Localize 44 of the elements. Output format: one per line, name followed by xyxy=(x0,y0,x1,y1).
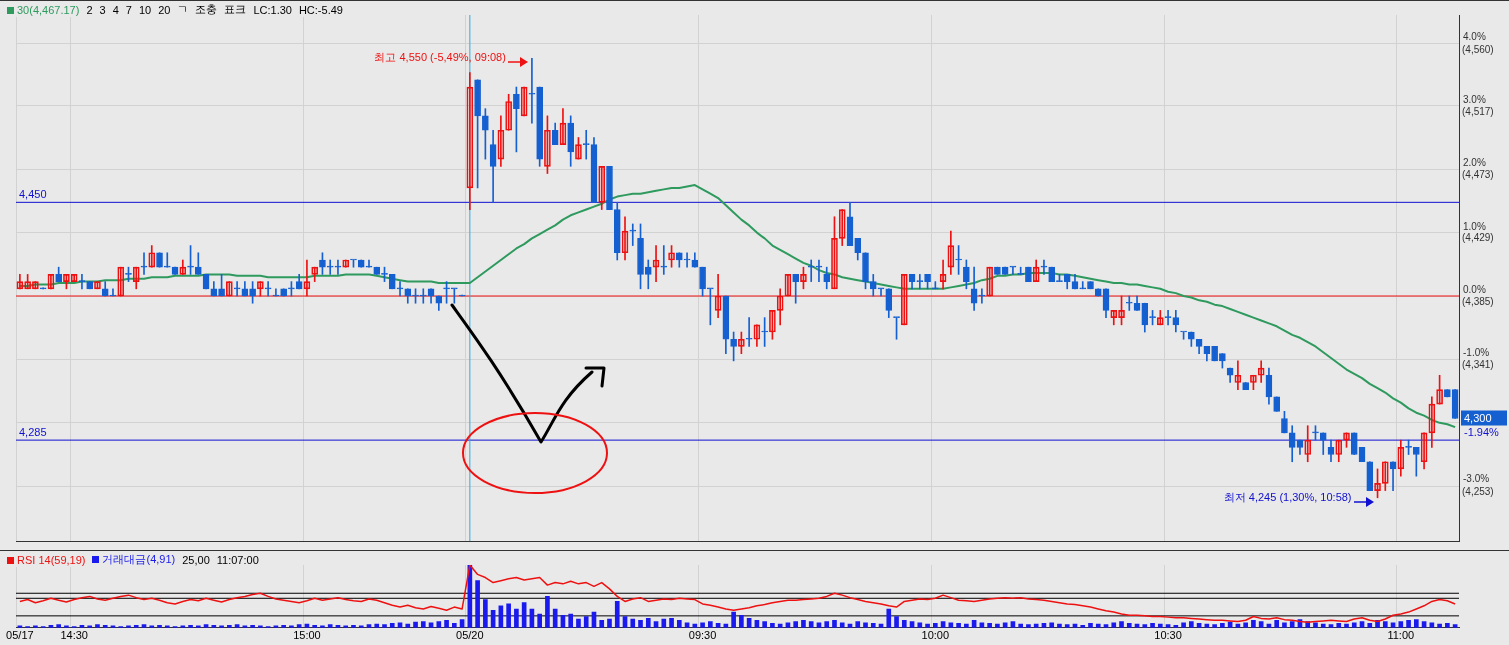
x-tick-label: 10:00 xyxy=(921,629,950,642)
text: -1.94% xyxy=(1464,425,1500,438)
y2-tick-label: 4.0% xyxy=(1463,31,1486,43)
y-tick-label: (4,560) xyxy=(1462,43,1494,55)
y-tick-label: (4,517) xyxy=(1462,105,1494,117)
annotation: 10 xyxy=(138,3,152,16)
legend-label: 30(4,467.17) xyxy=(17,3,80,16)
annotation: 2 xyxy=(86,3,93,16)
text: 4,300 xyxy=(1464,411,1492,424)
annotation: 최고 4,550 (-5,49%, 09:08) xyxy=(374,51,506,64)
annotation: 7 xyxy=(125,3,132,16)
ref-line-label: 4,450 xyxy=(19,187,47,200)
annotation: 조충 xyxy=(195,2,218,17)
ref-line-label: 4,285 xyxy=(19,425,47,438)
x-tick-label: 09:30 xyxy=(688,629,717,642)
y2-tick-label: 1.0% xyxy=(1463,220,1486,232)
x-tick-label: 05/17 xyxy=(6,629,34,642)
legend-label: 거래대금(4,91) xyxy=(102,553,176,565)
y2-tick-label: 3.0% xyxy=(1463,94,1486,106)
annotation: 4 xyxy=(112,3,119,16)
annotation: LC:1.30 xyxy=(253,3,292,16)
annotation: 11:07:00 xyxy=(216,553,259,566)
x-tick-label: 05/20 xyxy=(456,629,484,642)
annotation: 3 xyxy=(99,3,106,16)
annotation: ㄱ xyxy=(177,2,189,17)
x-tick-label: 10:30 xyxy=(1154,629,1182,642)
x-tick-label: 11:00 xyxy=(1387,629,1415,642)
annotation: HC:-5.49 xyxy=(298,3,343,16)
y2-tick-label: 0.0% xyxy=(1463,283,1486,295)
annotation: 20 xyxy=(158,3,171,16)
y-tick-label: (4,341) xyxy=(1462,359,1494,371)
y2-tick-label: -3.0% xyxy=(1463,473,1490,485)
y-tick-label: (4,253) xyxy=(1462,485,1494,497)
y2-tick-label: -1.0% xyxy=(1463,346,1490,358)
legend-label: RSI 14(59,19) xyxy=(17,553,86,566)
y-tick-label: (4,385) xyxy=(1462,295,1494,307)
annotation: 표크 xyxy=(224,2,247,17)
x-tick-label: 14:30 xyxy=(60,629,88,642)
y2-tick-label: 2.0% xyxy=(1463,157,1486,169)
y-tick-label: (4,473) xyxy=(1462,168,1494,180)
annotation: 25,00 xyxy=(182,553,210,566)
annotation: 최저 4,245 (1,30%, 10:58) xyxy=(1223,490,1352,503)
y-tick-label: (4,429) xyxy=(1462,232,1494,244)
x-tick-label: 15:00 xyxy=(293,629,321,642)
